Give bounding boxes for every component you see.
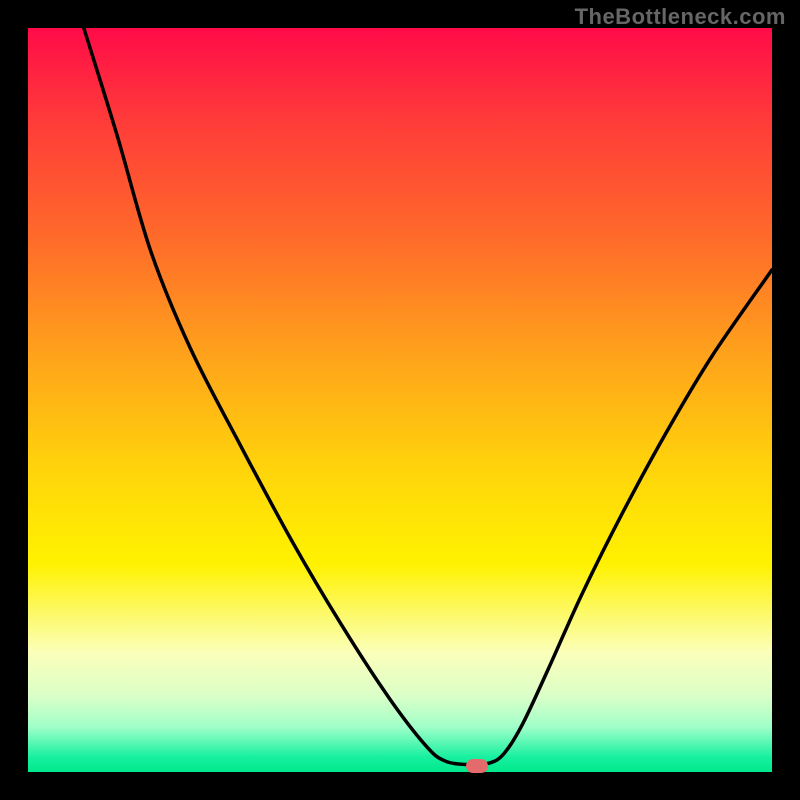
minimum-marker xyxy=(466,759,488,773)
plot-area xyxy=(28,28,772,772)
chart-frame: TheBottleneck.com xyxy=(0,0,800,800)
bottleneck-curve xyxy=(28,28,772,772)
curve-line xyxy=(84,28,772,765)
watermark-text: TheBottleneck.com xyxy=(575,4,786,30)
